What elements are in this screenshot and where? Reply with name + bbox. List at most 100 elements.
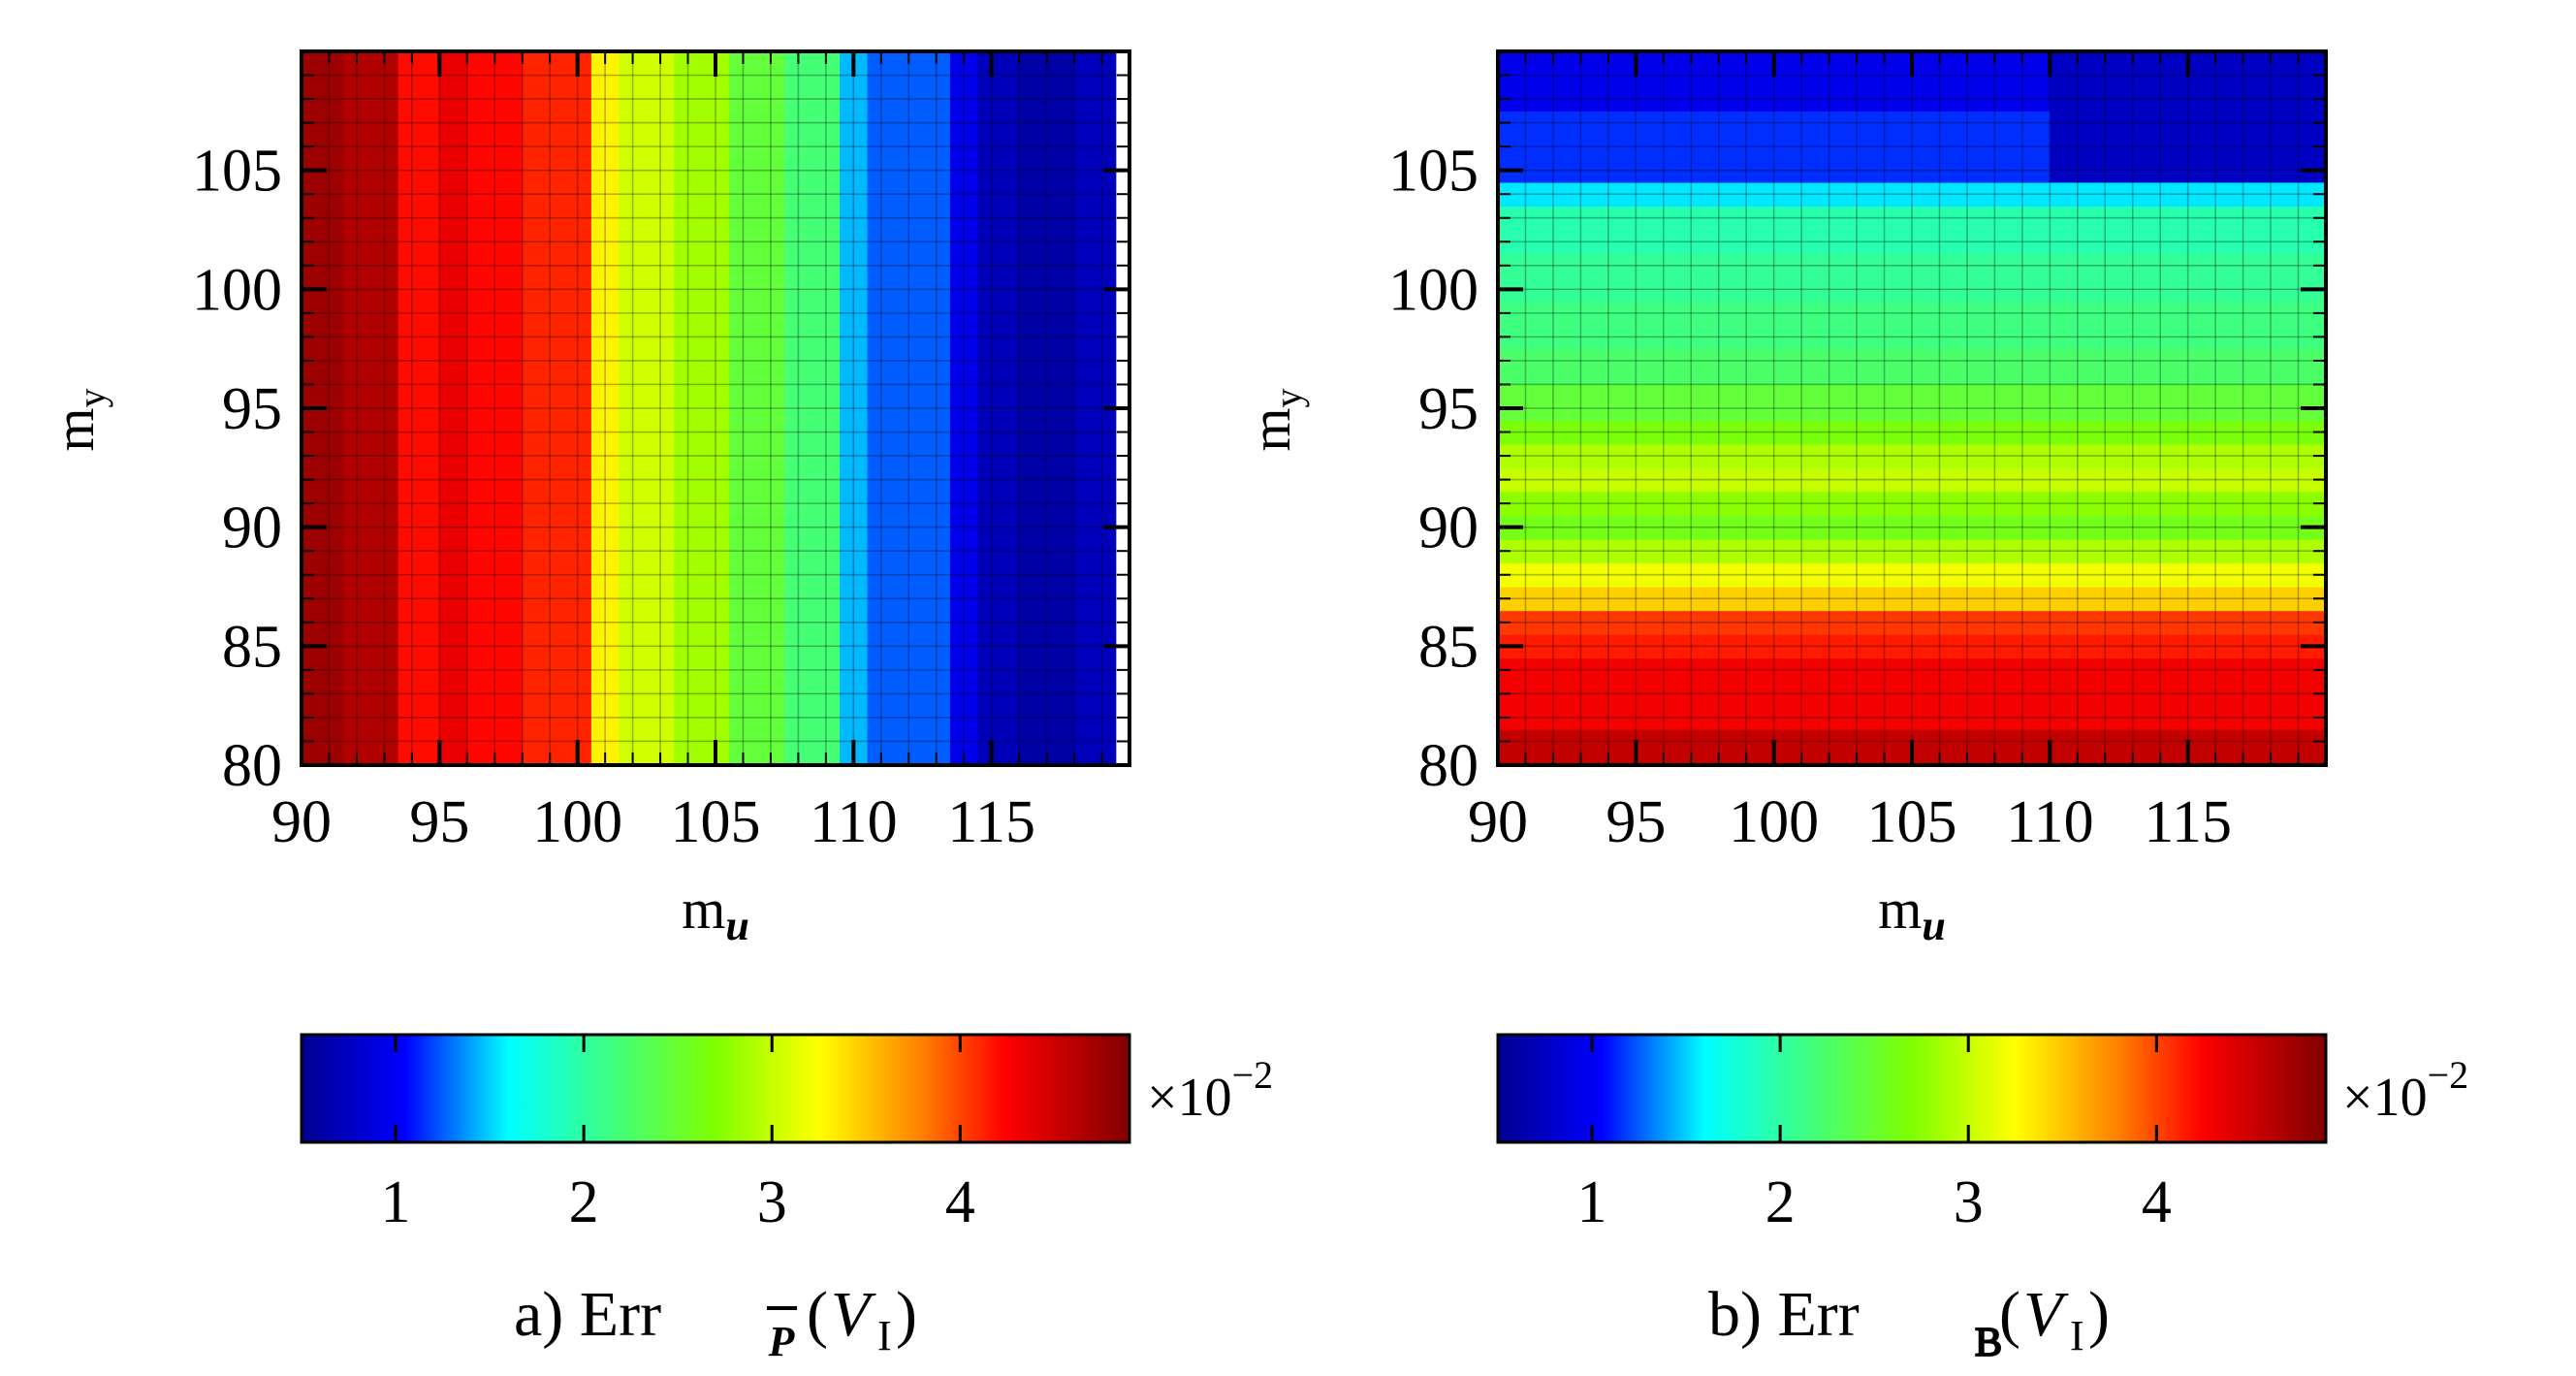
x-axis-label-sub-b: u: [1922, 902, 1945, 949]
heatmap-band: [1498, 443, 2326, 468]
caption-b-space: V: [2023, 1279, 2069, 1350]
heatmap-band: [1498, 491, 2326, 516]
colorbar-tick-label: 4: [2142, 1169, 2172, 1235]
x-tick-label: 100: [1729, 789, 1819, 855]
colorbar-tick-label: 2: [569, 1169, 599, 1235]
caption-a-space-sub: I: [877, 1312, 892, 1360]
heatmap-band: [729, 51, 785, 765]
caption-a-symbol: P: [768, 1318, 796, 1365]
heatmap-band: [1498, 420, 2326, 445]
x-tick-label: 115: [2144, 789, 2232, 855]
heatmap-band: [1498, 634, 2326, 659]
y-tick-label: 105: [192, 139, 282, 205]
caption-a: a) Err P ( V I ): [514, 1279, 917, 1365]
caption-a-paren-close: ): [896, 1279, 917, 1350]
heatmap-band: [619, 51, 675, 765]
tick-labels-a: 90 95 100 105 110 115 80 85 90 95 100 105: [192, 139, 1035, 855]
tick-labels-b: 90 95 100 105 110 115 80 85 90 95 100 105: [1388, 139, 2232, 855]
x-axis-label-sub-a: u: [725, 902, 748, 949]
colorbar-tick-label: 2: [1765, 1169, 1796, 1235]
colorbar-scale-a: ×10−2: [1147, 1053, 1273, 1128]
y-axis-label-sub-b: y: [1266, 388, 1310, 407]
x-tick-label: 105: [1867, 789, 1957, 855]
heatmap-band: [949, 51, 979, 765]
x-axis-label-text-b: m: [1878, 878, 1922, 941]
heatmap-band: [590, 51, 620, 765]
heatmap-band: [1498, 384, 2326, 421]
colorbar-tick-label: 3: [757, 1169, 787, 1235]
caption-b-label: b) Err: [1708, 1279, 1860, 1350]
caption-b-paren-open: (: [1999, 1279, 2020, 1350]
axis-ticks-a: [300, 49, 1131, 767]
caption-a-label: a) Err: [514, 1279, 661, 1350]
y-tick-label: 85: [1418, 614, 1479, 680]
x-tick-label: 95: [1606, 789, 1666, 855]
caption-b-space-sub: I: [2070, 1312, 2084, 1360]
y-tick-label: 95: [1418, 376, 1479, 442]
y-axis-label-a: my: [43, 388, 113, 451]
caption-a-paren-open: (: [807, 1279, 828, 1350]
x-tick-label: 95: [409, 789, 469, 855]
colorbar-scale-text-b: ×10: [2342, 1068, 2428, 1128]
x-axis-label-b: mu: [1878, 878, 1946, 949]
x-tick-label: 115: [947, 789, 1035, 855]
colorbar-scale-exp-a: −2: [1232, 1053, 1274, 1097]
heatmap-band: [674, 51, 730, 765]
heatmap-band: [1498, 181, 2326, 208]
colorbar-tick-label: 4: [945, 1169, 975, 1235]
heatmap-band: [522, 51, 592, 765]
y-tick-label: 90: [1418, 496, 1479, 561]
x-axis-label-text-a: m: [682, 878, 725, 941]
heatmap-band: [784, 51, 841, 765]
heatmap-band: [1498, 538, 2326, 564]
caption-b: b) Err B ( V I ): [1708, 1279, 2110, 1366]
x-tick-label: 90: [271, 789, 332, 855]
x-tick-label: 110: [2006, 789, 2094, 855]
colorbar-scale-b: ×10−2: [2342, 1053, 2468, 1128]
heatmap-band: [439, 51, 468, 765]
y-tick-label: 90: [222, 496, 282, 561]
heatmap-band: [1498, 301, 2326, 350]
y-tick-label: 95: [222, 376, 282, 442]
heatmap-band: [398, 51, 440, 765]
colorbar-b: [1496, 1033, 2328, 1144]
x-tick-label: 105: [671, 789, 761, 855]
y-axis-label-text-b: m: [1239, 407, 1302, 451]
caption-b-symbol: B: [1975, 1321, 2002, 1365]
heatmap-band: [1498, 515, 2326, 540]
caption-a-space: V: [831, 1279, 876, 1350]
y-axis-label-text-a: m: [43, 407, 106, 451]
heatmap-b: [1498, 51, 2326, 766]
x-tick-label: 110: [810, 789, 898, 855]
axis-ticks-b: [1496, 49, 2328, 767]
colorbar-scale-exp-b: −2: [2428, 1053, 2469, 1097]
y-tick-label: 80: [222, 733, 282, 799]
heatmap-band: [1498, 562, 2326, 588]
caption-b-paren-close: ): [2088, 1279, 2110, 1350]
colorbar-ticks-b: 1 2 3 4: [1577, 1035, 2172, 1235]
heatmap-band: [867, 51, 951, 765]
colorbar-ticks-a: 1 2 3 4: [381, 1035, 975, 1235]
y-axis-label-b: my: [1239, 388, 1310, 451]
y-tick-label: 100: [192, 257, 282, 323]
heatmap-band: [1498, 657, 2326, 730]
colorbar-a: [300, 1033, 1131, 1144]
y-tick-label: 85: [222, 614, 282, 680]
x-tick-label: 90: [1468, 789, 1528, 855]
heatmap-grid: [302, 51, 1129, 765]
heatmap-band: [1498, 587, 2326, 612]
x-axis-label-a: mu: [682, 878, 749, 949]
colorbar-scale-text-a: ×10: [1147, 1068, 1232, 1128]
heatmap-band: [1498, 253, 2326, 303]
svg-text:a) Err: a) Err: [514, 1279, 661, 1350]
heatmap-band: [977, 51, 1020, 765]
heatmap-a: [302, 51, 1129, 765]
heatmap-band: [1498, 467, 2326, 493]
heatmap-band: [466, 51, 524, 765]
colorbar-tick-label: 3: [1954, 1169, 1984, 1235]
heatmap-band: [840, 51, 869, 765]
y-tick-label: 80: [1418, 733, 1479, 799]
